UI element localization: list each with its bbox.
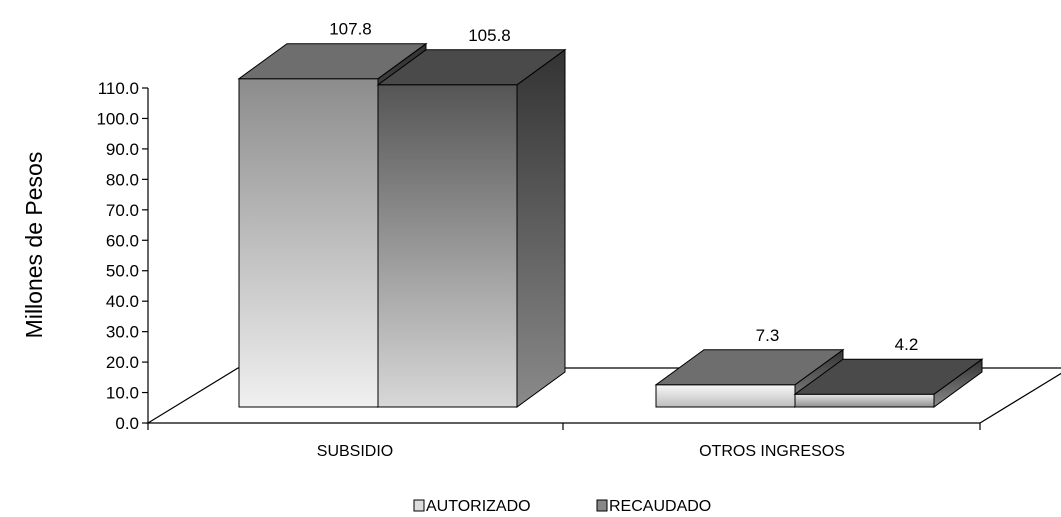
y-tick-label: 40.0	[106, 292, 139, 311]
bar-recaudado-0	[376, 48, 567, 408]
bar-front	[794, 393, 935, 408]
legend: AUTORIZADO RECAUDADO	[413, 498, 711, 515]
bar-series	[237, 42, 984, 408]
y-tick-label: 70.0	[106, 201, 139, 220]
legend-label: AUTORIZADO	[426, 498, 531, 515]
bar-top	[793, 358, 984, 395]
data-label: 7.3	[756, 326, 780, 345]
y-tick-label: 60.0	[106, 231, 139, 250]
y-tick-label: 80.0	[106, 170, 139, 189]
category-axis: SUBSIDIO OTROS INGRESOS	[147, 423, 981, 460]
bar-top	[654, 349, 845, 386]
data-label: 4.2	[895, 335, 919, 354]
bar-front	[377, 84, 518, 408]
bar-front	[655, 384, 796, 408]
legend-item-autorizado: AUTORIZADO	[413, 498, 531, 515]
value-axis: 0.0 10.0 20.0 30.0 40.0 50.0 60.0 70.0 80.0 90.0 1…	[96, 79, 149, 433]
data-label: 107.8	[329, 20, 372, 39]
legend-label: RECAUDADO	[609, 498, 711, 515]
bar-top	[237, 43, 428, 80]
y-tick-label: 20.0	[106, 353, 139, 372]
data-label: 105.8	[468, 26, 511, 45]
bar-recaudado-1	[793, 358, 984, 408]
legend-swatch	[596, 499, 608, 512]
legend-item-recaudado: RECAUDADO	[596, 498, 711, 515]
y-tick-label: 30.0	[106, 323, 139, 342]
legend-swatch	[413, 499, 425, 512]
y-tick-label: 100.0	[96, 109, 139, 128]
category-label: OTROS INGRESOS	[699, 443, 845, 460]
y-tick-label: 10.0	[106, 384, 139, 403]
y-axis-label: Millones de Pesos	[21, 152, 47, 339]
data-labels: 107.8 105.8 7.3 4.2	[329, 20, 918, 355]
bar-front	[238, 78, 379, 408]
category-label: SUBSIDIO	[317, 443, 393, 460]
bar-top	[376, 49, 567, 86]
bar-side	[516, 48, 566, 408]
y-tick-label: 90.0	[106, 140, 139, 159]
y-tick-label: 50.0	[106, 262, 139, 281]
y-tick-label: 110.0	[98, 79, 139, 98]
y-tick-label: 0.0	[115, 414, 139, 433]
